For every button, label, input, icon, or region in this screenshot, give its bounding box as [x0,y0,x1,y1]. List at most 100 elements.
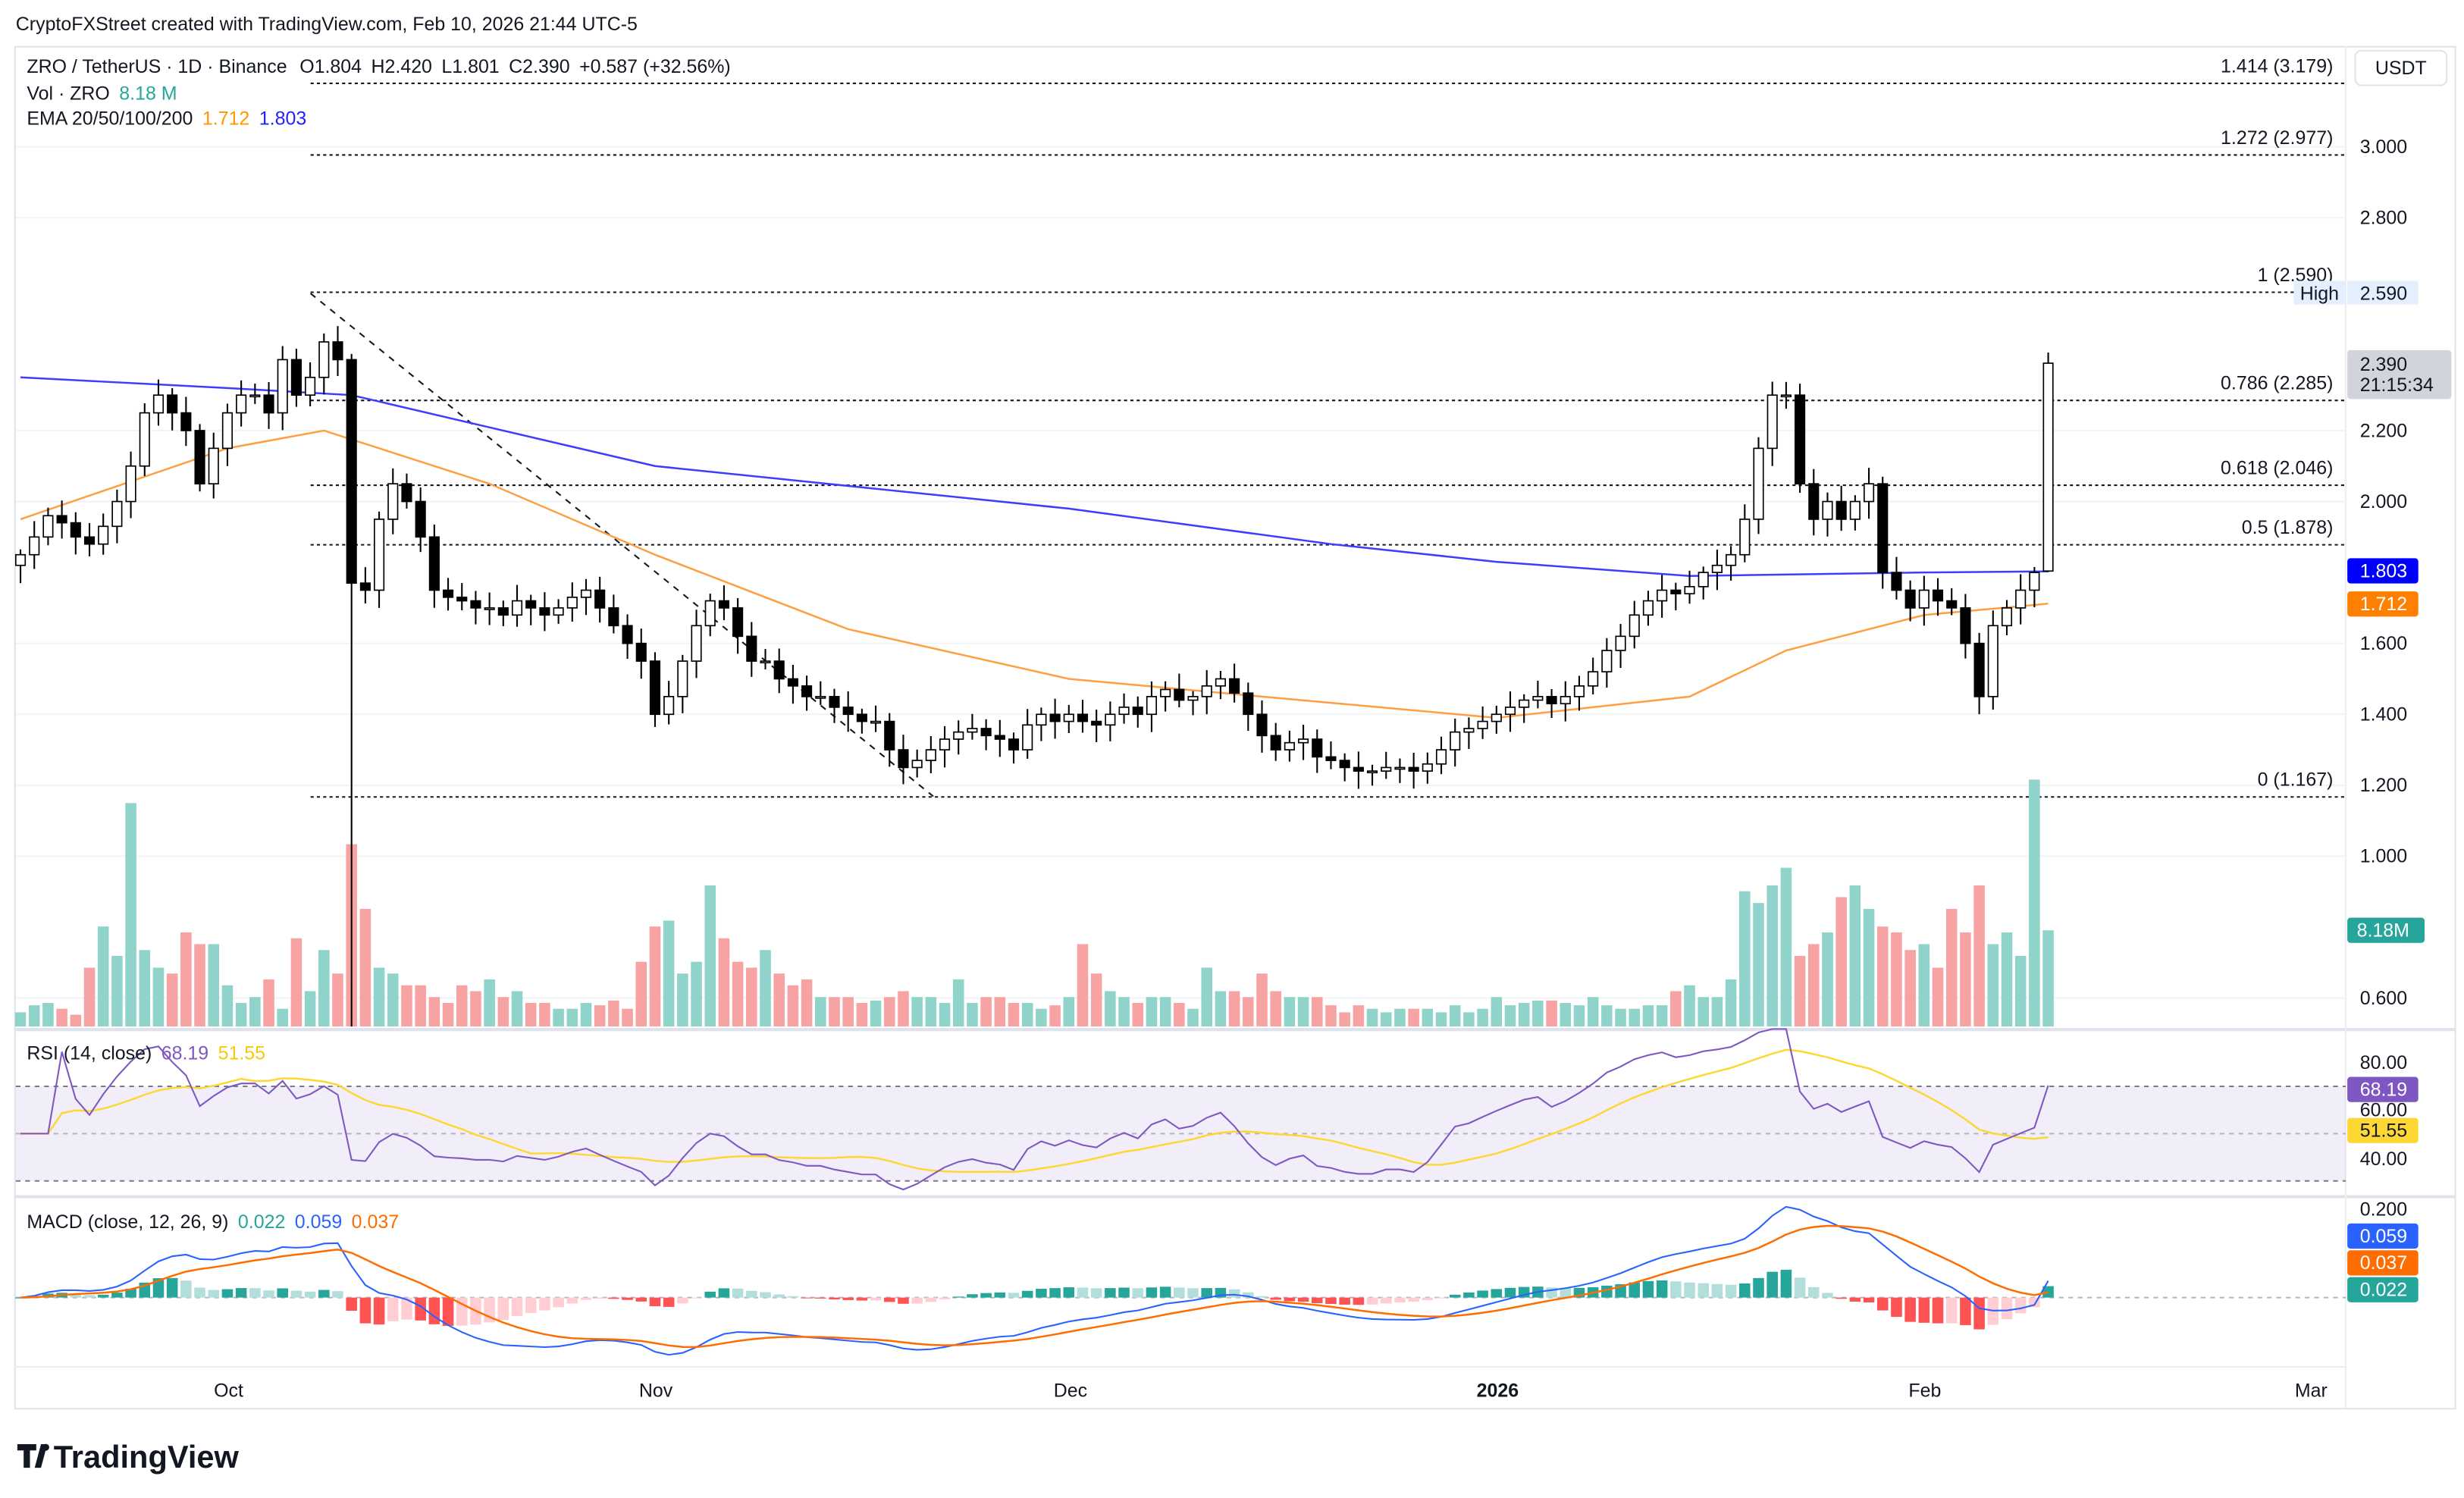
close-value: C2.390 [509,56,569,77]
time-axis[interactable]: Oct Nov Dec 2026 Feb Mar [214,1380,2328,1402]
volume-bar [856,1002,868,1026]
macd-histogram-bar [318,1290,330,1298]
macd-histogram-bar [787,1296,799,1298]
volume-bar [1435,1012,1447,1026]
macd-histogram-bar [1891,1297,1902,1318]
volume-bar [994,997,1006,1026]
volume-bars [14,779,2054,1026]
volume-bar [1711,997,1723,1026]
macd-histogram-bar [2014,1297,2027,1314]
candle-body [1105,713,1116,726]
volume-bar [760,950,771,1026]
signal-tag [2347,1250,2419,1276]
candle-body [1546,696,1557,705]
candle-body [1684,585,1695,595]
volume-bar [801,979,813,1026]
macd-histogram-bar [346,1297,357,1312]
candle-body [1698,572,1709,588]
candle-body [470,600,481,609]
candle-body [1353,766,1364,772]
time-tick: Oct [214,1380,243,1402]
macd-histogram-bar [235,1288,247,1298]
macd-histogram-bar [1753,1277,1764,1298]
macd-histogram-bar [208,1290,220,1298]
price-tick: 1.600 [2360,633,2407,654]
volume-bar [746,967,757,1026]
volume-bar [97,926,109,1026]
ema50-tag [2347,591,2419,617]
candle-body [1657,589,1668,602]
macd-histogram-bar [1408,1297,1419,1302]
currency-button[interactable] [2354,49,2448,86]
rsi-ma-tag [2347,1117,2419,1143]
candle-body [125,465,136,503]
volume-bar [952,979,964,1026]
candle-body [1298,738,1309,744]
macd-histogram-bar [1822,1293,1833,1298]
volume-bar [1587,997,1599,1026]
macd-histogram-bar [553,1297,564,1308]
volume-bar [180,932,192,1026]
volume-bar [1090,973,1102,1026]
candle-body [787,678,798,687]
fibonacci-levels[interactable]: 1.414 (3.179)1.272 (2.977)1 (2.590)0.786… [310,55,2346,798]
volume-bar [1021,1002,1033,1026]
ema-50-value: 1.712 [202,108,249,130]
macd-histogram-bar [870,1297,882,1301]
price-axis[interactable]: 3.000 2.800 2.200 2.000 1.600 1.400 1.200 1.000… [2360,136,2407,1009]
macd-histogram-bar [166,1277,178,1298]
candle-body [346,359,357,584]
macd-histogram-bar [525,1297,537,1313]
candle-body [801,685,813,697]
macd-histogram-bar [1711,1283,1723,1298]
macd-histogram-bar [1684,1282,1695,1298]
macd-histogram-bar [263,1290,274,1298]
volume-bar [166,973,178,1026]
main-legend: ZRO / TetherUS · 1D · Binance O1.804 H2.42… [27,56,730,130]
volume-bar [1118,997,1130,1026]
macd-histogram-bar [1174,1287,1185,1298]
candle-body [1243,692,1254,716]
ema-200-value: 1.803 [259,108,306,130]
high-price-tag [2347,280,2419,305]
tradingview-logo[interactable]: TradingView [17,1439,240,1474]
macd-histogram-bar [842,1297,854,1300]
candle-body [815,696,826,699]
macd-histogram-bar [1325,1297,1337,1305]
macd-histogram-bar [760,1292,771,1298]
volume-bar [1174,1002,1185,1026]
volume-bar [939,1002,951,1026]
macd-histogram-bar [1794,1277,1806,1298]
candle-body [415,500,426,538]
volume-bar [580,1002,592,1026]
volume-bar [925,997,937,1026]
candle-body [1036,713,1047,726]
candle-body [401,483,412,503]
hist-tag [2347,1277,2419,1302]
volume-bar [1863,908,1875,1026]
price-tick: 2.000 [2360,491,2407,512]
volume-axis-value: 8.18M [2357,920,2409,941]
volume-bar [1008,1002,1020,1026]
volume-bar [208,944,220,1026]
volume-bar [442,1002,454,1026]
volume-bar [1904,950,1916,1026]
volume-bar [1063,997,1075,1026]
rsi-tick: 60.00 [2360,1099,2407,1120]
volume-bar [1297,997,1309,1026]
macd-histogram-bar [1187,1288,1199,1298]
volume-bar [594,1005,606,1026]
volume-bar [1463,1012,1475,1026]
candle-body [1532,696,1544,701]
candle-body [1422,763,1433,772]
volume-bar [1532,1000,1544,1026]
logo-text: TradingView [54,1439,240,1474]
volume-bar [1105,991,1116,1026]
candle-body [1835,500,1847,520]
volume-bar [1243,997,1254,1026]
macd-histogram-bar [1201,1288,1213,1298]
candle-body [1960,607,1971,644]
